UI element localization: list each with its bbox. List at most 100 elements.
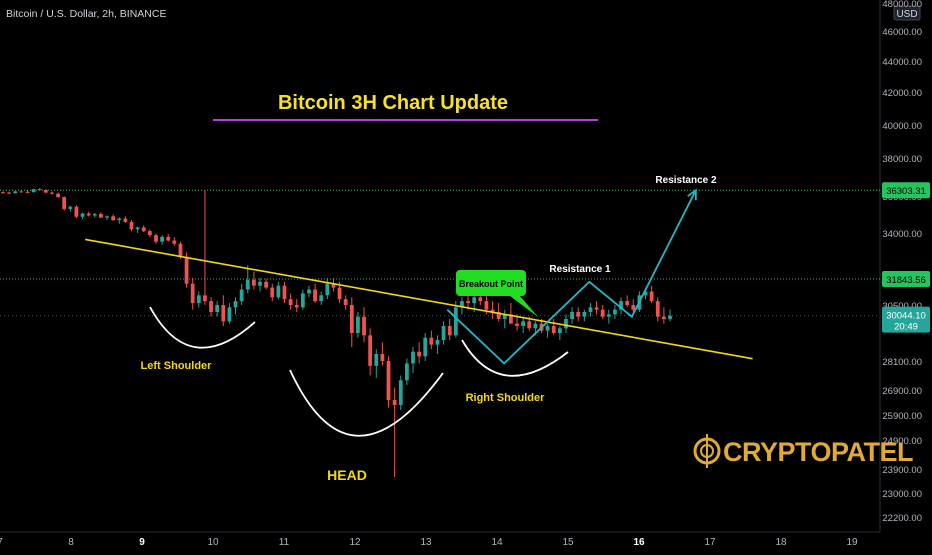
pattern-overlays <box>85 188 753 437</box>
candle-body <box>502 314 507 319</box>
candle-body <box>184 256 189 284</box>
candle-body <box>319 295 324 302</box>
time-tick-label: 10 <box>207 537 219 548</box>
candle-body <box>129 221 134 230</box>
candle-body <box>203 295 207 302</box>
currency-badge[interactable]: USD <box>893 5 921 21</box>
candle-body <box>551 326 556 333</box>
current-price-badge <box>882 306 930 333</box>
candle-body <box>496 312 501 319</box>
candles <box>1 188 672 477</box>
price-tick-label: 44000.00 <box>882 57 922 68</box>
candle-body <box>258 281 262 286</box>
price-tick-label: 26900.00 <box>882 386 922 397</box>
candle-body <box>472 297 477 304</box>
candle-body <box>62 197 67 209</box>
candle-body <box>429 337 434 345</box>
candle-body <box>13 191 18 194</box>
time-axis[interactable]: 7 8 9 10 11 12 13 14 15 16 17 18 19 <box>0 537 858 548</box>
candle-body <box>343 299 348 305</box>
candle-body <box>117 218 122 221</box>
projection-arrowhead <box>687 188 697 201</box>
candle-body <box>423 337 428 357</box>
time-tick-label: 16 <box>633 537 645 548</box>
candle-body <box>7 192 12 194</box>
candle-body <box>172 240 177 244</box>
candle-body <box>111 216 116 221</box>
candle-body <box>313 289 317 302</box>
candle-body <box>380 354 385 361</box>
candle-body <box>99 213 103 218</box>
price-tick-label: 28100.00 <box>882 357 922 368</box>
candle-body <box>484 301 489 310</box>
candle-body <box>276 285 281 298</box>
time-tick-label: 14 <box>491 537 503 548</box>
candle-body <box>239 289 244 302</box>
right-shoulder-label: Right Shoulder <box>466 392 546 404</box>
candle-body <box>233 301 238 308</box>
head-label: HEAD <box>327 467 367 483</box>
level-badge <box>882 182 930 199</box>
candle-body <box>196 295 201 304</box>
left-shoulder-label: Left Shoulder <box>141 360 213 372</box>
time-tick-label: 12 <box>349 537 361 548</box>
currency-label: USD <box>896 9 917 20</box>
projection-path <box>446 189 697 365</box>
head-arc <box>289 369 444 437</box>
level-badge-label: 36303.31 <box>886 186 926 197</box>
price-tick-label: 46000.00 <box>882 27 922 38</box>
candle-body <box>123 218 128 222</box>
candle-body <box>533 323 538 329</box>
candle-body <box>141 227 146 232</box>
candle-body <box>466 301 470 304</box>
candle-body <box>570 312 574 319</box>
candle-body <box>80 213 85 217</box>
candle-body <box>386 361 391 400</box>
candle-body <box>582 312 587 317</box>
price-tick-label: 40000.00 <box>882 121 922 132</box>
price-tick-label: 23900.00 <box>882 465 922 476</box>
price-tick-label: 38000.00 <box>882 154 922 165</box>
candle-body <box>282 285 287 300</box>
candle-body <box>215 305 220 312</box>
left-shoulder-arc <box>149 306 256 349</box>
candle-body <box>478 297 483 302</box>
candle-body <box>135 227 140 230</box>
time-tick-label: 18 <box>775 537 787 548</box>
breakout-callout: Breakout Point <box>456 270 538 317</box>
candle-body <box>435 340 440 345</box>
candle-body <box>545 326 550 331</box>
candle-body <box>613 309 617 315</box>
price-tick-label: 42000.00 <box>882 88 922 99</box>
candle-body <box>515 323 519 326</box>
candle-body <box>625 301 630 305</box>
cryptopatel-logo: CRYPTOPATEL <box>693 434 914 468</box>
candle-body <box>50 192 54 194</box>
candle-body <box>557 328 562 333</box>
time-tick-label: 13 <box>420 537 432 548</box>
candle-body <box>411 351 415 364</box>
time-tick-label: 19 <box>846 537 858 548</box>
candle-body <box>368 335 373 366</box>
candle-body <box>362 316 366 336</box>
price-tick-label: 23000.00 <box>882 489 922 500</box>
candle-body <box>398 380 403 405</box>
candle-body <box>576 312 581 317</box>
time-tick-label: 8 <box>68 537 74 548</box>
candle-body <box>453 307 458 336</box>
candle-body <box>227 307 232 322</box>
candle-body <box>337 287 342 300</box>
candle-body <box>209 301 213 312</box>
time-tick-label: 15 <box>562 537 574 548</box>
candle-body <box>31 189 36 193</box>
candle-body <box>374 354 379 366</box>
candle-body <box>441 326 446 340</box>
candle-body <box>447 326 452 336</box>
candle-body <box>564 319 568 329</box>
candle-body <box>460 301 464 308</box>
price-tick-label: 22200.00 <box>882 513 922 524</box>
candle-body <box>527 321 532 329</box>
